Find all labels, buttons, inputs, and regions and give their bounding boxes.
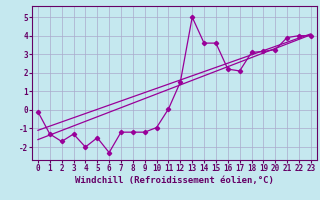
- X-axis label: Windchill (Refroidissement éolien,°C): Windchill (Refroidissement éolien,°C): [75, 176, 274, 185]
